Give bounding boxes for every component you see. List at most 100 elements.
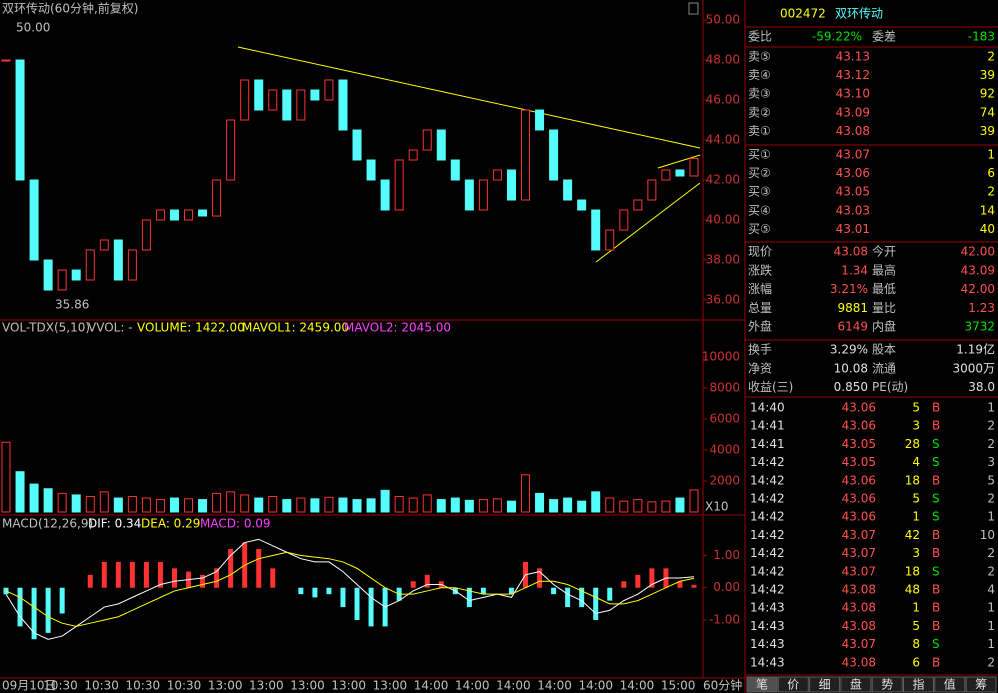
- quote-text: 3.29%: [830, 343, 868, 357]
- quote-text: 43.07: [836, 148, 870, 162]
- candle: [436, 129, 446, 161]
- quote-text: 委差: [872, 30, 896, 44]
- tab-label[interactable]: 细: [819, 678, 831, 692]
- quote-text: 涨跌: [748, 262, 772, 277]
- quote-text: 43.05: [836, 185, 870, 199]
- quote-text: 43.07: [842, 546, 876, 560]
- candle: [184, 209, 194, 221]
- tab-label[interactable]: 盘: [850, 677, 862, 692]
- tab[interactable]: [809, 676, 841, 693]
- quote-text: 收益(三): [748, 380, 793, 394]
- tab-label[interactable]: 筹: [975, 678, 987, 692]
- volume-bar: [184, 498, 194, 513]
- trend-line: [237, 46, 701, 149]
- volume-bar: [521, 474, 531, 513]
- tab[interactable]: [871, 676, 903, 693]
- volume-bar: [141, 497, 151, 513]
- quote-text: 卖②: [748, 105, 771, 119]
- tab[interactable]: [840, 676, 872, 693]
- y-tick-label: 38.00: [706, 253, 740, 267]
- volume-bar: [478, 499, 488, 513]
- volume-legend: MAVOL1: 2459.00: [242, 321, 349, 335]
- tab-label[interactable]: 指: [912, 677, 924, 692]
- time-label: 10:30: [43, 679, 78, 693]
- quote-text: 3000万: [952, 361, 995, 375]
- tab-label[interactable]: 价: [787, 678, 799, 692]
- quote-text: B: [932, 401, 940, 415]
- volume-bar: [577, 500, 587, 513]
- tab[interactable]: [965, 676, 997, 693]
- tab-label[interactable]: 势: [881, 678, 893, 692]
- unit-label: X10: [705, 500, 729, 514]
- volume-bar: [99, 491, 109, 513]
- candle: [478, 179, 488, 211]
- candle: [57, 269, 67, 291]
- dea-line: [5, 551, 695, 627]
- quote-text: 43.08: [842, 583, 876, 597]
- quote-text: 10: [980, 528, 995, 542]
- candle: [198, 209, 208, 217]
- volume-bar: [296, 497, 306, 513]
- quote-text: 39: [980, 124, 995, 138]
- volume-bar: [394, 496, 404, 513]
- tab[interactable]: [903, 676, 934, 693]
- volume-bar: [380, 489, 390, 513]
- quote-text: S: [932, 637, 940, 651]
- y-tick-label: -1.00: [709, 612, 740, 626]
- candle: [563, 179, 573, 201]
- tab[interactable]: [934, 676, 966, 693]
- quote-text: 今开: [872, 244, 896, 259]
- volume-bar: [633, 499, 643, 513]
- quote-text: 流通: [872, 361, 896, 375]
- quote-text: 43.07: [842, 528, 876, 542]
- candle: [324, 79, 334, 101]
- quote-text: 2: [987, 437, 995, 451]
- quote-text: 43.07: [842, 564, 876, 578]
- quote-text: 1.23: [968, 301, 995, 315]
- candle: [254, 79, 264, 111]
- candle: [85, 249, 95, 281]
- volume-bar: [563, 497, 573, 513]
- volume-bar: [15, 471, 25, 513]
- tab[interactable]: [777, 676, 809, 693]
- volume-legend: MAVOL2: 2045.00: [344, 321, 451, 335]
- time-label: 13:00: [249, 679, 284, 693]
- quote-text: B: [932, 583, 940, 597]
- y-tick-label: 6000: [709, 412, 740, 426]
- quote-text: 2: [987, 546, 995, 560]
- tab-label[interactable]: 笔: [756, 677, 768, 692]
- candle: [113, 239, 123, 281]
- candle: [675, 169, 685, 177]
- tab-label[interactable]: 值: [944, 677, 956, 692]
- candle: [591, 209, 601, 251]
- window-button[interactable]: [688, 2, 699, 15]
- quote-text: 43.08: [834, 245, 868, 259]
- dif-line: [5, 538, 695, 640]
- quote-text: 10.08: [834, 361, 868, 375]
- candle: [394, 159, 404, 211]
- tab[interactable]: [746, 676, 778, 693]
- quote-text: 14:42: [750, 583, 785, 597]
- volume-bar: [226, 491, 236, 513]
- volume-bar: [675, 497, 685, 513]
- quote-text: 14:41: [750, 437, 785, 451]
- candle: [619, 209, 629, 231]
- quote-text: 卖⑤: [748, 50, 771, 64]
- candle: [71, 269, 81, 281]
- quote-text: B: [932, 619, 940, 633]
- candle: [15, 59, 25, 181]
- volume-bar: [352, 499, 362, 513]
- y-tick-label: 44.00: [706, 133, 740, 147]
- candle: [352, 129, 362, 161]
- candle: [380, 179, 390, 211]
- quote-text: S: [932, 455, 940, 469]
- y-tick-label: 40.00: [706, 213, 740, 227]
- volume-legend: VVOL: -: [88, 321, 133, 335]
- candle: [212, 179, 222, 217]
- y-tick-label: 42.00: [706, 173, 740, 187]
- quote-text: S: [932, 510, 940, 524]
- time-label: 09月10日: [2, 679, 57, 693]
- candle: [521, 109, 531, 201]
- candle: [282, 89, 292, 121]
